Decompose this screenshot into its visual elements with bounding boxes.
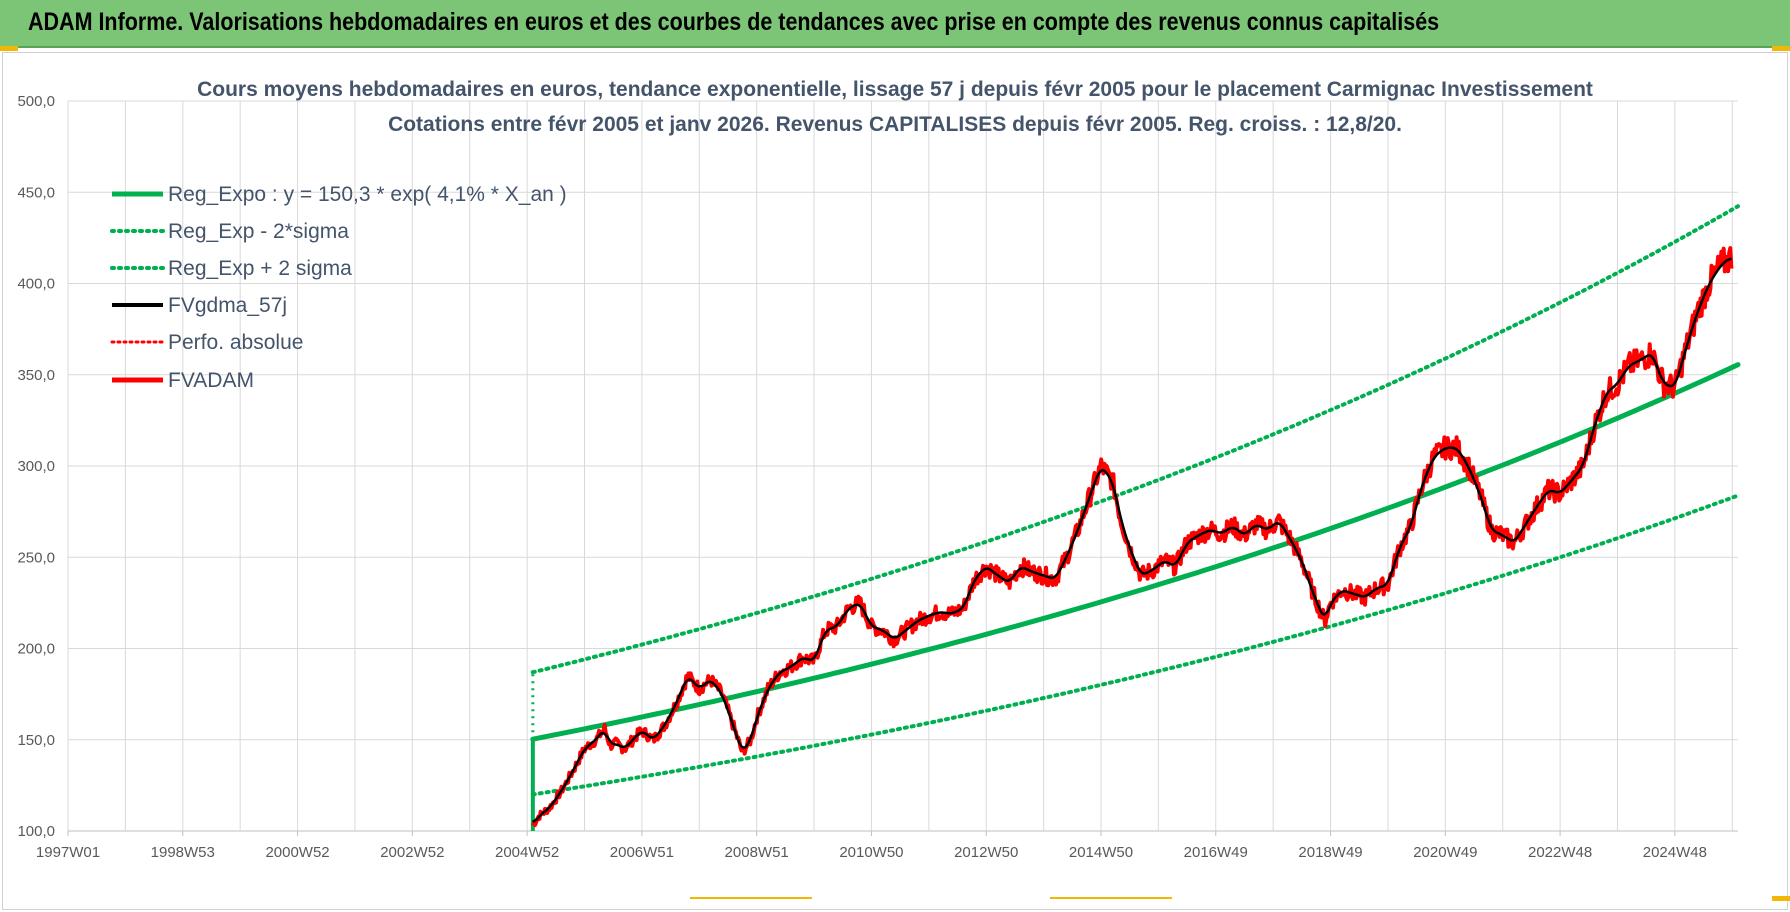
y-tick-label: 400,0 <box>17 276 55 293</box>
x-tick-label: 1998W53 <box>151 844 215 861</box>
y-tick-label: 500,0 <box>17 93 55 110</box>
report-header: ADAM Informe. Valorisations hebdomadaire… <box>0 0 1790 48</box>
corner-mark-bottom-mid-1 <box>690 897 812 899</box>
y-tick-label: 250,0 <box>17 549 55 566</box>
series <box>530 204 1741 831</box>
chart-title-line-1: Cours moyens hebdomadaires en euros, ten… <box>197 78 1593 101</box>
corner-mark-top-right <box>1772 46 1790 51</box>
grid <box>67 100 1738 832</box>
corner-mark-bottom-mid-2 <box>1050 897 1172 899</box>
x-tick-label: 2004W52 <box>495 844 559 861</box>
x-tick-label: 2002W52 <box>380 844 444 861</box>
fvadam-line <box>530 246 1734 827</box>
x-tick-label: 2010W50 <box>839 844 903 861</box>
y-tick-label: 200,0 <box>17 641 55 658</box>
legend-label-reg-exp-minus: Reg_Exp - 2*sigma <box>168 220 349 243</box>
legend: Reg_Expo : y = 150,3 * exp( 4,1% * X_an … <box>110 183 567 392</box>
fvgdma-57j-line <box>532 257 1732 823</box>
y-axis: 100,0 150,0 200,0 250,0 300,0 350,0 400,0 450,0… <box>17 93 55 840</box>
x-tick-label: 2006W51 <box>610 844 674 861</box>
reg-exp-plus-2sigma-line <box>530 204 1740 675</box>
corner-mark-bottom-right <box>1772 896 1790 901</box>
legend-label-reg-expo: Reg_Expo : y = 150,3 * exp( 4,1% * X_an … <box>168 183 567 206</box>
x-tick-label: 2008W51 <box>725 844 789 861</box>
x-tick-label: 2000W52 <box>265 844 329 861</box>
legend-label-fvgdma: FVgdma_57j <box>168 294 287 317</box>
reg-exp-minus-2sigma-line <box>530 493 1740 797</box>
x-tick-label: 1997W01 <box>36 844 100 861</box>
legend-label-fvadam: FVADAM <box>168 369 254 392</box>
corner-mark-top-left <box>0 46 18 51</box>
legend-label-perfo: Perfo. absolue <box>168 331 303 354</box>
legend-label-reg-exp-plus: Reg_Exp + 2 sigma <box>168 257 352 280</box>
x-tick-label: 2018W49 <box>1298 844 1362 861</box>
y-tick-label: 350,0 <box>17 367 55 384</box>
y-tick-label: 450,0 <box>17 184 55 201</box>
x-tick-label: 2014W50 <box>1069 844 1133 861</box>
y-tick-label: 100,0 <box>17 823 55 840</box>
chart-title-line-2: Cotations entre févr 2005 et janv 2026. … <box>388 113 1402 136</box>
x-tick-label: 2012W50 <box>954 844 1018 861</box>
x-axis: 1997W01 1998W53 2000W52 2002W52 2004W52 2006W… <box>36 831 1707 861</box>
x-tick-label: 2024W48 <box>1643 844 1707 861</box>
x-tick-label: 2022W48 <box>1528 844 1592 861</box>
y-tick-label: 300,0 <box>17 458 55 475</box>
x-tick-label: 2016W49 <box>1184 844 1248 861</box>
x-tick-label: 2020W49 <box>1413 844 1477 861</box>
chart-area <box>2 52 1788 910</box>
y-tick-label: 150,0 <box>17 732 55 749</box>
report-title: ADAM Informe. Valorisations hebdomadaire… <box>28 8 1440 36</box>
reg-expo-line <box>530 362 1741 742</box>
